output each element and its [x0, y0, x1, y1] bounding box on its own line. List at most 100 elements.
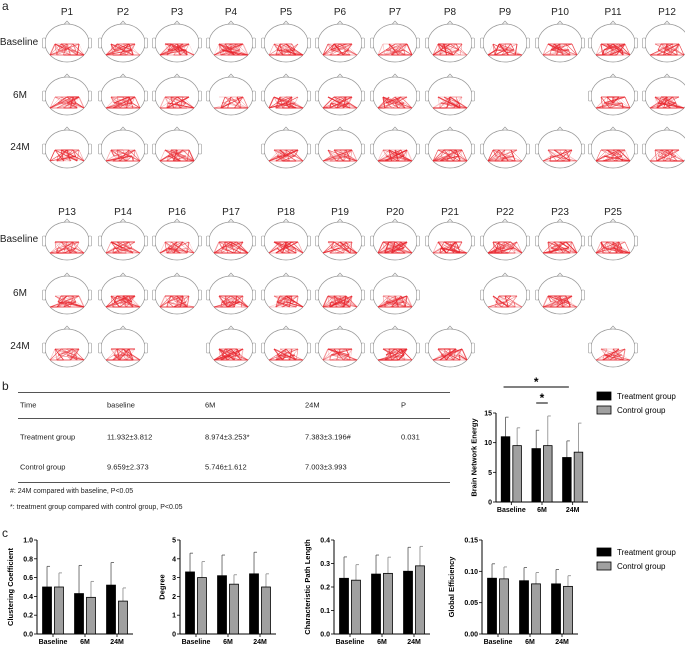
head-outline — [154, 221, 200, 261]
network-edge — [542, 49, 552, 56]
network-edge — [501, 149, 518, 162]
network-edge — [227, 96, 232, 109]
brain-network-head — [425, 218, 475, 261]
brain-network-head — [480, 218, 530, 261]
network-edge — [276, 241, 287, 249]
network-edge — [213, 241, 220, 254]
network-edge — [542, 43, 549, 56]
network-edge — [568, 155, 578, 162]
network-edge — [432, 149, 439, 162]
network-edge — [339, 247, 358, 254]
network-edge — [333, 295, 351, 308]
network-edge — [329, 49, 341, 56]
network-edge — [440, 96, 451, 104]
head-outline — [482, 129, 528, 169]
ear-right — [307, 235, 311, 247]
brain-network-head — [480, 272, 530, 315]
network-edge — [400, 149, 405, 157]
ear-right — [88, 143, 92, 155]
network-edge — [516, 241, 523, 254]
network-edge — [49, 49, 68, 56]
network-edge — [618, 149, 631, 162]
network-edge — [377, 49, 387, 56]
network-edge — [126, 348, 136, 361]
network-edge — [275, 295, 293, 308]
network-edge — [504, 43, 512, 51]
network-edge — [385, 295, 390, 303]
network-edge — [657, 149, 662, 157]
network-edge — [553, 149, 570, 157]
network-edge — [330, 49, 351, 56]
network-edge — [230, 96, 244, 104]
network-edge — [166, 102, 187, 109]
network-edge — [275, 354, 278, 361]
network-edge — [167, 241, 178, 249]
network-edge — [602, 354, 614, 361]
treatment-bar — [500, 436, 511, 503]
ear-right — [471, 37, 475, 49]
network-edge — [327, 149, 344, 162]
ear-right — [581, 37, 585, 49]
network-edge — [289, 247, 296, 254]
network-edge — [336, 49, 350, 56]
y-tick-label: 3 — [172, 575, 176, 582]
brain-network-head — [588, 126, 638, 169]
network-edge — [394, 301, 399, 308]
network-edge — [452, 348, 463, 361]
ear-left — [261, 90, 265, 102]
network-edge — [56, 241, 74, 254]
network-edge — [495, 155, 516, 162]
head-outline — [317, 129, 363, 169]
network-edge — [185, 49, 188, 56]
x-tick-label: Baseline — [336, 639, 365, 646]
network-edge — [66, 149, 80, 157]
ear-left — [98, 143, 102, 155]
network-edge — [166, 301, 169, 308]
network-edge — [159, 295, 172, 308]
ear-left — [588, 37, 592, 49]
network-edge — [57, 354, 85, 361]
network-edge — [345, 96, 351, 109]
network-edge — [49, 43, 80, 56]
nose-icon — [63, 325, 71, 330]
network-edge — [112, 354, 124, 361]
network-edge — [495, 301, 502, 308]
network-edge — [440, 149, 451, 157]
brain-network-head — [315, 126, 365, 169]
network-edge — [384, 96, 402, 109]
network-edge — [268, 247, 278, 254]
ear-right — [307, 90, 311, 102]
network-edge — [116, 241, 124, 249]
network-edge — [440, 49, 454, 56]
network-edge — [394, 102, 413, 109]
network-edge — [501, 155, 515, 162]
network-edge — [285, 301, 304, 308]
network-edge — [385, 155, 399, 162]
x-tick-label: 6M — [525, 639, 535, 646]
brain-network-head — [42, 325, 92, 368]
network-edge — [72, 149, 78, 162]
network-edge — [391, 241, 408, 254]
network-edge — [218, 348, 241, 356]
row-label-baseline: Baseline — [0, 234, 39, 245]
network-edge — [276, 102, 297, 109]
network-edge — [239, 301, 249, 308]
network-edge — [385, 49, 406, 56]
network-edge — [105, 149, 112, 162]
network-edge — [173, 155, 187, 162]
network-edge — [116, 295, 127, 308]
ear-right — [88, 90, 92, 102]
ear-left — [588, 342, 592, 354]
network-edge — [56, 155, 77, 162]
network-edge — [542, 301, 570, 308]
brain-network-head — [261, 73, 311, 116]
network-edge — [432, 155, 442, 162]
network-edge — [336, 102, 341, 109]
network-edge — [220, 301, 223, 308]
network-edge — [66, 241, 80, 249]
network-edge — [122, 241, 136, 249]
network-edge — [218, 43, 235, 56]
participant-label: P4 — [224, 7, 238, 18]
network-edge — [285, 241, 299, 249]
network-edge — [285, 96, 304, 109]
